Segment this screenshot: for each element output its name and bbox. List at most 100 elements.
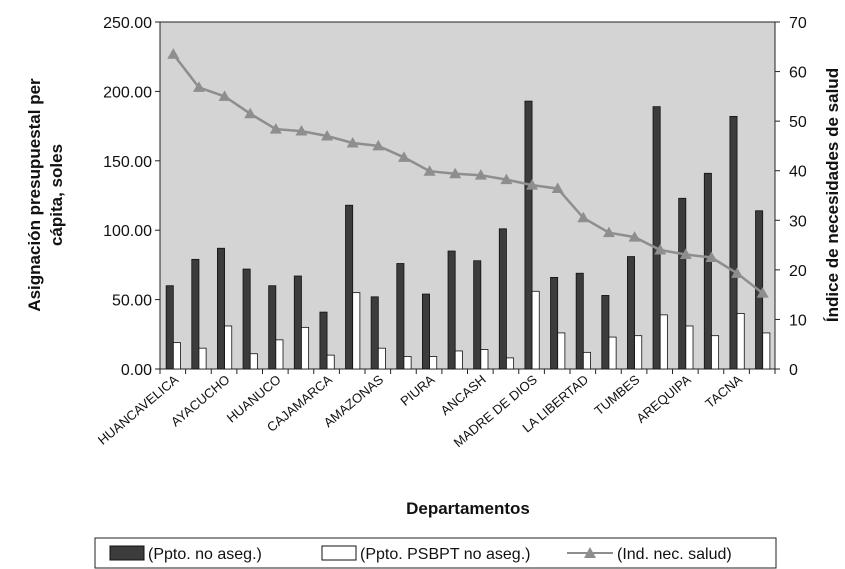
bar-ppto-psbpt-no-aseg [506,357,515,370]
bar-ppto-no-aseg [729,115,738,370]
bar-ppto-no-aseg [678,197,687,370]
y2-tick-label: 30 [789,213,807,230]
bar-ppto-no-aseg [575,272,584,370]
line-point-ind-nec-salud [602,226,615,238]
line-point-ind-nec-salud [372,139,385,151]
bar-ppto-no-aseg [421,293,430,370]
bar-ppto-no-aseg [524,100,533,370]
bar-ppto-no-aseg [550,276,559,370]
plot-area [159,21,776,370]
bar-ppto-no-aseg [627,256,635,370]
line-point-ind-nec-salud [192,81,205,92]
line-point-ind-nec-salud [705,251,718,262]
y-axis-title-line-2: cápita, soles [47,144,66,246]
y2-tick-label: 70 [789,15,807,32]
bar-ppto-psbpt-no-aseg [224,325,233,370]
bar-ppto-psbpt-no-aseg [762,332,771,370]
line-layer [167,48,769,298]
bar-ppto-no-aseg [268,285,277,370]
bar-ppto-no-aseg [652,106,661,370]
bar-ppto-no-aseg [191,258,200,370]
line-point-ind-nec-salud [756,287,769,298]
bar-ppto-psbpt-no-aseg [531,290,540,370]
bar-ppto-psbpt-no-aseg [711,335,720,370]
y2-tick-label: 0 [789,362,798,379]
bar-ppto-no-aseg [396,263,405,370]
bar-ppto-no-aseg [242,268,251,370]
bars-layer [165,100,771,370]
line-ind-nec-salud [172,53,764,295]
bar-ppto-psbpt-no-aseg [352,292,361,370]
line-point-ind-nec-salud [577,211,590,223]
legend-swatch-light-bar [321,545,357,561]
y-tick-label: 50.00 [112,293,152,310]
y2-axis-title: Índice de necesidades de salud [823,68,842,322]
y-tick-label: 250.00 [103,15,152,32]
bar-ppto-psbpt-no-aseg [736,313,745,370]
bar-ppto-psbpt-no-aseg [275,339,284,370]
x-tick-label: TUMBES [591,372,642,419]
bar-ppto-psbpt-no-aseg [685,325,694,370]
line-point-ind-nec-salud [449,167,462,179]
bar-ppto-no-aseg [473,260,482,370]
legend-label-ppto-psbpt: (Ppto. PSBPT no aseg.) [360,546,530,563]
legend-swatch-dark-bar [109,545,145,561]
y2-tick-label: 10 [789,312,807,329]
y2-tick-label: 50 [789,114,807,131]
line-point-ind-nec-salud [321,130,334,141]
legend: (Ppto. no aseg.) (Ppto. PSBPT no aseg.) … [94,537,777,569]
bar-ppto-psbpt-no-aseg [608,336,617,370]
y-tick-label: 100.00 [103,223,152,240]
bar-ppto-no-aseg [345,204,354,370]
bar-ppto-psbpt-no-aseg [582,351,591,370]
bar-ppto-psbpt-no-aseg [249,353,258,370]
line-point-ind-nec-salud [269,123,282,134]
bar-ppto-psbpt-no-aseg [634,335,643,370]
bar-ppto-psbpt-no-aseg [377,347,386,370]
bar-ppto-no-aseg [601,295,610,370]
line-point-ind-nec-salud [423,165,436,176]
y2-tick-label: 60 [789,65,807,82]
bar-ppto-no-aseg [703,172,712,370]
legend-label-ind-nec-salud: (Ind. nec. salud) [617,546,732,563]
bar-ppto-no-aseg [216,247,225,370]
line-point-ind-nec-salud [167,48,180,59]
bar-ppto-psbpt-no-aseg [429,356,438,370]
line-point-ind-nec-salud [295,125,308,136]
line-point-ind-nec-salud [474,169,487,180]
bar-ppto-psbpt-no-aseg [454,350,463,370]
y-tick-label: 0.00 [121,362,152,379]
line-point-ind-nec-salud [346,136,359,148]
bar-ppto-psbpt-no-aseg [659,314,668,370]
bar-ppto-no-aseg [447,250,456,370]
line-point-ind-nec-salud [526,179,539,190]
line-point-ind-nec-salud [731,267,744,278]
y2-tick-label: 20 [789,263,807,280]
x-tick-label: ANCASH [438,372,489,418]
x-tick-label: HUANCAVELICA [95,372,182,448]
bar-ppto-no-aseg [165,285,174,370]
legend-triangle-marker [584,547,596,558]
bar-ppto-no-aseg [370,296,379,370]
x-tick-label: TACNA [702,372,745,411]
line-point-ind-nec-salud [397,151,410,162]
bar-ppto-no-aseg [293,275,302,370]
bar-ppto-psbpt-no-aseg [172,342,181,370]
bar-ppto-psbpt-no-aseg [326,354,335,370]
y-tick-label: 150.00 [103,154,152,171]
line-point-ind-nec-salud [628,231,641,242]
x-tick-label: PIURA [397,372,437,409]
y-tick-label: 200.00 [103,84,152,101]
legend-label-ppto-no-aseg: (Ppto. no aseg.) [148,546,262,563]
legend-box [94,537,777,569]
bar-ppto-psbpt-no-aseg [301,326,310,370]
line-point-ind-nec-salud [218,90,231,101]
x-tick-label: AREQUIPA [633,372,694,426]
bar-ppto-no-aseg [498,228,507,370]
line-point-ind-nec-salud [244,107,257,119]
bar-ppto-psbpt-no-aseg [480,349,489,370]
line-point-ind-nec-salud [654,244,667,255]
line-point-ind-nec-salud [679,248,692,259]
line-point-ind-nec-salud [551,182,564,194]
